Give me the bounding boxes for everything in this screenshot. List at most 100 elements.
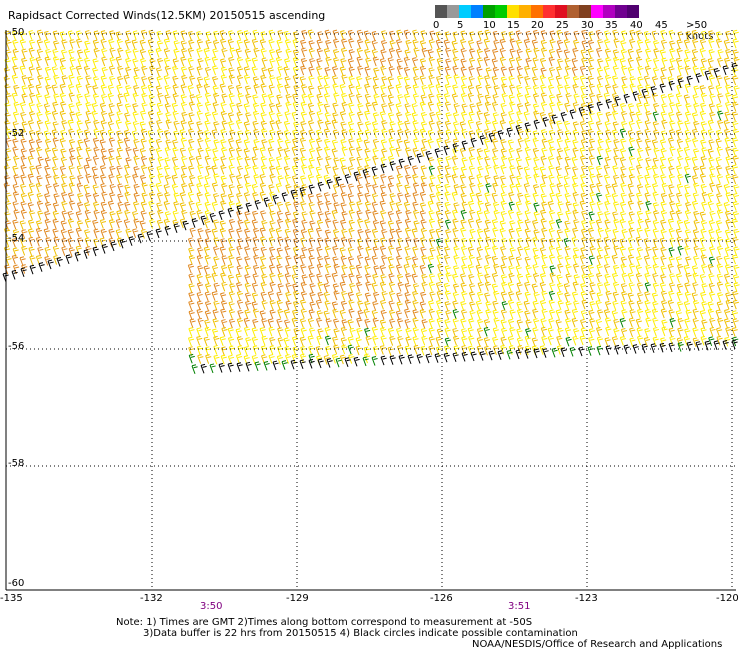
wind-barb bbox=[109, 57, 116, 67]
wind-barb bbox=[532, 76, 539, 87]
wind-barb bbox=[349, 156, 356, 167]
wind-barb bbox=[84, 218, 91, 229]
wind-barb bbox=[708, 30, 715, 40]
wind-barb bbox=[492, 201, 500, 212]
wind-barb bbox=[357, 166, 364, 176]
wind-barb bbox=[197, 237, 204, 248]
wind-barb bbox=[244, 211, 251, 221]
wind-barb bbox=[708, 139, 715, 150]
wind-barb bbox=[164, 65, 171, 76]
wind-barb bbox=[277, 308, 284, 319]
wind-barb bbox=[36, 111, 43, 122]
wind-barb bbox=[467, 119, 474, 130]
wind-barb bbox=[324, 210, 331, 221]
wind-barb bbox=[636, 184, 644, 194]
wind-barb bbox=[484, 273, 491, 284]
wind-barb bbox=[307, 193, 314, 204]
wind-barb bbox=[476, 66, 483, 77]
wind-barb bbox=[621, 30, 628, 41]
wind-barb bbox=[476, 48, 483, 59]
wind-barb bbox=[692, 192, 699, 202]
wind-barb bbox=[460, 309, 468, 320]
wind-barb bbox=[708, 220, 715, 230]
wind-barb bbox=[500, 66, 507, 77]
wind-barb bbox=[299, 359, 306, 370]
wind-barb bbox=[5, 93, 12, 103]
wind-barb bbox=[539, 74, 546, 85]
wind-barb bbox=[532, 327, 539, 337]
wind-barb bbox=[276, 318, 283, 329]
wind-barb bbox=[332, 183, 340, 194]
wind-barb bbox=[652, 219, 659, 230]
colorbar-label-40: 40 bbox=[630, 20, 643, 31]
wind-barb bbox=[613, 245, 620, 256]
wind-barb bbox=[37, 75, 44, 85]
wind-barb bbox=[211, 291, 218, 301]
wind-barb bbox=[588, 211, 595, 222]
wind-barb bbox=[203, 218, 211, 229]
wind-barb bbox=[452, 84, 459, 95]
wind-barb bbox=[444, 210, 451, 220]
wind-barb bbox=[693, 210, 700, 221]
wind-barb bbox=[115, 31, 122, 42]
wind-barb bbox=[61, 49, 68, 59]
wind-barb bbox=[348, 38, 355, 49]
wind-barb bbox=[204, 175, 211, 185]
wind-barb bbox=[485, 67, 492, 78]
wind-barb bbox=[556, 29, 563, 40]
wind-barb bbox=[140, 85, 148, 95]
wind-barb bbox=[260, 48, 267, 59]
wind-barb bbox=[92, 219, 99, 230]
wind-barb bbox=[236, 39, 243, 50]
wind-barb bbox=[21, 48, 28, 59]
wind-barb bbox=[75, 211, 82, 221]
wind-barb bbox=[52, 30, 59, 41]
wind-barb bbox=[348, 146, 355, 157]
wind-barb bbox=[276, 291, 283, 302]
wind-barb bbox=[203, 183, 210, 194]
wind-barb bbox=[356, 282, 363, 292]
wind-barb bbox=[252, 236, 259, 247]
wind-barb bbox=[333, 92, 340, 103]
wind-barb bbox=[412, 246, 419, 257]
wind-barb bbox=[308, 358, 315, 369]
wind-barb bbox=[669, 335, 676, 346]
wind-barb bbox=[548, 112, 555, 122]
wind-barb bbox=[213, 30, 220, 41]
wind-barb bbox=[571, 66, 578, 77]
wind-barb bbox=[659, 156, 667, 167]
wind-barb bbox=[60, 101, 67, 112]
wind-barb bbox=[692, 229, 700, 239]
wind-barb bbox=[324, 237, 331, 248]
wind-barb bbox=[341, 273, 348, 284]
wind-barb bbox=[316, 156, 323, 166]
wind-barb bbox=[436, 48, 443, 58]
lon-label-120: -120 bbox=[716, 593, 739, 604]
wind-barb bbox=[596, 238, 603, 248]
wind-barb bbox=[716, 263, 723, 274]
wind-barb bbox=[263, 197, 270, 208]
wind-barb bbox=[435, 39, 442, 50]
wind-barb bbox=[507, 281, 514, 292]
wind-barb bbox=[509, 327, 516, 337]
wind-barb bbox=[68, 165, 75, 175]
wind-barb bbox=[341, 228, 348, 239]
wind-barb bbox=[531, 283, 538, 294]
wind-barb bbox=[52, 202, 60, 213]
wind-barb bbox=[324, 138, 331, 149]
wind-barb bbox=[362, 168, 369, 179]
wind-barb bbox=[619, 103, 627, 113]
wind-barb bbox=[636, 138, 643, 149]
wind-barb bbox=[44, 255, 51, 266]
wind-barb bbox=[308, 48, 315, 58]
wind-barb bbox=[180, 165, 188, 176]
wind-barb bbox=[493, 39, 500, 50]
wind-barb bbox=[564, 102, 571, 113]
wind-barb bbox=[61, 237, 68, 248]
wind-barb bbox=[339, 309, 346, 320]
wind-barb bbox=[636, 247, 644, 257]
wind-barb bbox=[379, 220, 386, 230]
wind-barb bbox=[204, 283, 212, 293]
wind-barb bbox=[467, 92, 474, 103]
wind-barb bbox=[83, 48, 90, 59]
